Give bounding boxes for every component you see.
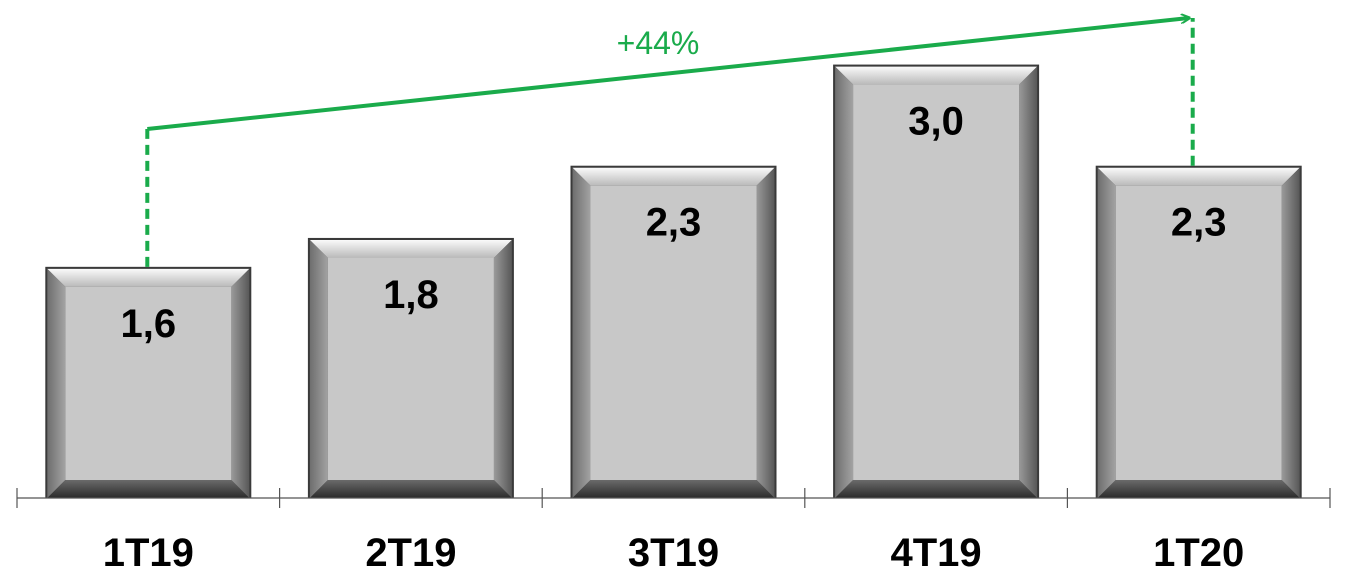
- bar-bevel-top: [309, 239, 512, 258]
- x-tick-label: 1T19: [103, 531, 194, 574]
- bar-bevel-bottom: [835, 480, 1038, 498]
- bar: [1095, 165, 1302, 499]
- growth-label: +44%: [617, 25, 700, 61]
- bar-value-label: 2,3: [1171, 201, 1227, 245]
- bar-bevel-right: [231, 268, 250, 498]
- bar-bevel-right: [1281, 167, 1300, 499]
- bar-bevel-bottom: [47, 480, 250, 498]
- growth-annotation: +44%: [145, 18, 1195, 267]
- bar-face: [327, 257, 494, 480]
- bar-bevel-bottom: [572, 480, 775, 498]
- x-axis-ticks: [16, 488, 1331, 508]
- x-tick-label: 3T19: [628, 531, 719, 574]
- bar: [307, 237, 514, 498]
- bar-value-label: 3,0: [908, 100, 964, 144]
- bar-bevel-left: [572, 167, 591, 499]
- bar-bevel-left: [1097, 167, 1116, 499]
- x-tick-label: 4T19: [891, 531, 982, 574]
- bar: [570, 165, 777, 499]
- bar: [45, 266, 252, 498]
- x-axis-tick-labels: 1T19 2T19 3T19 4T19 1T20: [103, 531, 1245, 574]
- bar-bevel-left: [47, 268, 66, 498]
- bar-value-label: 1,8: [383, 273, 439, 317]
- bar-bevel-right: [493, 239, 512, 498]
- value-labels: 1,6 1,8 2,3 3,0 2,3: [120, 100, 1226, 346]
- bar-bevel-top: [835, 66, 1038, 85]
- x-tick-label: 2T19: [365, 531, 456, 574]
- bar-bevel-top: [47, 268, 250, 287]
- bar-bevel-top: [572, 167, 775, 186]
- bar-bevel-right: [756, 167, 775, 499]
- bar-bevel-top: [1097, 167, 1300, 186]
- bar-face: [1115, 185, 1282, 481]
- bar-bevel-left: [835, 66, 854, 498]
- bar-bevel-left: [309, 239, 328, 498]
- bar-value-label: 1,6: [120, 302, 176, 346]
- bar-bevel-bottom: [1097, 480, 1300, 498]
- bars: [45, 64, 1302, 499]
- bar-face: [65, 286, 232, 480]
- bar-face: [590, 185, 757, 481]
- bar-face: [853, 84, 1020, 480]
- bar-bevel-bottom: [309, 480, 512, 498]
- growth-arrow: [147, 18, 1188, 131]
- bar-bevel-right: [1019, 66, 1038, 498]
- x-tick-label: 1T20: [1153, 531, 1244, 574]
- bar-value-label: 2,3: [646, 201, 702, 245]
- bar: [833, 64, 1040, 498]
